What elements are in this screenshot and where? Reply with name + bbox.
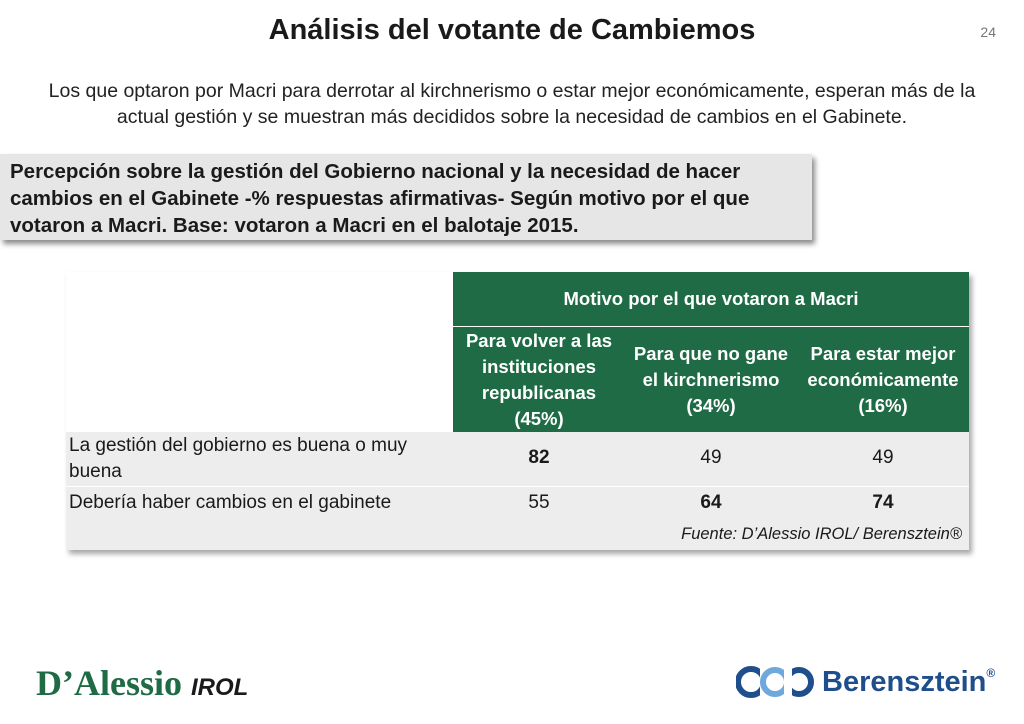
callout-box: Percepción sobre la gestión del Gobierno… [0,154,812,240]
results-table: Motivo por el que votaron a Macri Para v… [66,272,969,550]
header-blank-cell [66,272,453,432]
berensztein-mark-icon [736,666,814,698]
subtitle: Los que optaron por Macri para derrotar … [48,80,976,128]
berensztein-logo-text: Berensztein® [822,665,996,698]
row-label: La gestión del gobierno es buena o muy b… [69,435,408,482]
table-cell: 74 [872,492,894,513]
callout-text: Percepción sobre la gestión del Gobierno… [10,160,750,237]
page-title: Análisis del votante de Cambiemos [268,14,756,46]
dalessio-logo: D’Alessio IROL [36,662,248,704]
irol-logo-text: IROL [191,674,249,701]
page-number: 24 [980,24,996,40]
table-cell: 49 [872,447,894,468]
column-header-economicamente: Para estar mejor económicamente (16%) [797,327,969,432]
table-cell: 64 [700,492,722,513]
berensztein-logo: Berensztein® [736,664,995,700]
table-cell: 55 [528,492,550,513]
table-row: Debería haber cambios en el gabinete 55 … [66,487,969,521]
row-label: Debería haber cambios en el gabinete [69,492,392,513]
column-header-instituciones: Para volver a las instituciones republic… [453,327,625,432]
table-group-header: Motivo por el que votaron a Macri [453,272,969,327]
table-cell: 82 [528,447,550,468]
source-row: Fuente: D’Alessio IROL/ Berensztein® [66,520,969,550]
source-note: Fuente: D’Alessio IROL/ Berensztein® [681,525,962,543]
column-header-kirchnerismo: Para que no gane el kirchnerismo (34%) [625,327,797,432]
dalessio-logo-text: D’Alessio [36,663,182,703]
table-row: La gestión del gobierno es buena o muy b… [66,432,969,487]
table-cell: 49 [700,447,722,468]
